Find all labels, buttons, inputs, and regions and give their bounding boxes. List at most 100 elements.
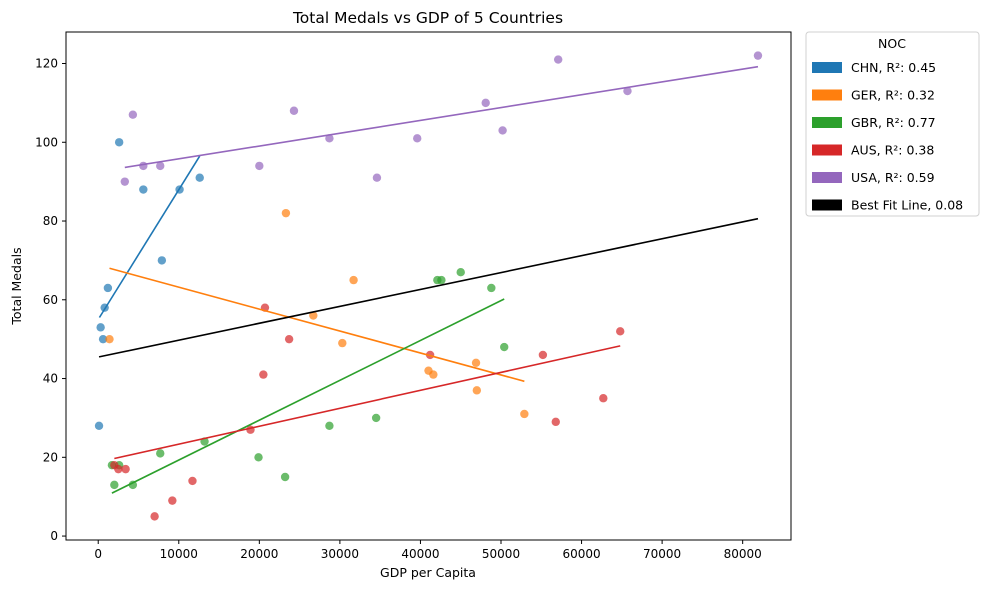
ger-point bbox=[349, 275, 358, 285]
chart-title: Total Medals vs GDP of 5 Countries bbox=[292, 9, 563, 27]
legend-swatch bbox=[812, 117, 842, 128]
legend-entry-label: USA, R²: 0.59 bbox=[851, 170, 935, 185]
y-tick-label: 20 bbox=[43, 450, 58, 464]
aus-point bbox=[284, 334, 294, 344]
gbr-point bbox=[437, 275, 446, 285]
aus-point bbox=[188, 476, 197, 486]
plot-frame bbox=[65, 31, 792, 541]
aus-point bbox=[599, 394, 608, 403]
usa-point bbox=[325, 134, 334, 143]
best-fit-line-fit-line bbox=[98, 217, 759, 358]
x-axis-label: GDP per Capita bbox=[380, 565, 476, 580]
aus-point bbox=[259, 370, 268, 379]
ger-point bbox=[281, 208, 291, 218]
usa-point bbox=[139, 161, 148, 171]
usa-point bbox=[481, 98, 490, 108]
ger-point bbox=[472, 386, 482, 395]
y-tick-label: 0 bbox=[50, 529, 58, 543]
chn-point bbox=[139, 185, 148, 194]
gbr-point bbox=[280, 472, 290, 482]
ger-point bbox=[429, 370, 438, 379]
y-tick-label: 120 bbox=[35, 57, 58, 71]
chn-point bbox=[195, 173, 204, 182]
y-axis: 0 20 40 60 80 100 120 bbox=[35, 57, 66, 543]
chn-point bbox=[114, 138, 124, 147]
legend-entry-label: GER, R²: 0.32 bbox=[851, 88, 935, 103]
gbr-point bbox=[156, 449, 165, 458]
aus-point bbox=[121, 464, 130, 474]
ger-point bbox=[338, 338, 347, 348]
x-tick-label: 20000 bbox=[240, 547, 278, 561]
x-tick-label: 40000 bbox=[401, 547, 439, 561]
y-tick-label: 100 bbox=[35, 135, 58, 149]
gbr-point bbox=[371, 413, 381, 423]
aus-fit-line bbox=[114, 345, 621, 460]
usa-point bbox=[553, 55, 563, 64]
x-tick-label: 30000 bbox=[321, 547, 359, 561]
ger-point bbox=[309, 311, 318, 320]
aus-point bbox=[114, 464, 123, 474]
legend-title: NOC bbox=[878, 36, 906, 51]
aus-point bbox=[616, 327, 625, 336]
gbr-point bbox=[254, 453, 263, 462]
usa-point bbox=[413, 134, 422, 143]
x-tick-label: 10000 bbox=[160, 547, 198, 561]
x-tick-label: 50000 bbox=[482, 547, 520, 561]
chn-fit-line bbox=[98, 155, 201, 318]
legend-swatch bbox=[812, 199, 842, 211]
legend-entry-label: AUS, R²: 0.38 bbox=[851, 143, 934, 158]
chn-point bbox=[103, 283, 113, 293]
chn-point bbox=[98, 334, 108, 344]
plot-area bbox=[65, 31, 792, 541]
usa-point bbox=[128, 110, 138, 119]
y-tick-label: 60 bbox=[43, 293, 58, 307]
x-tick-label: 80000 bbox=[724, 547, 762, 561]
usa-point bbox=[120, 177, 130, 186]
scatter-points bbox=[94, 51, 763, 521]
legend-swatch bbox=[812, 62, 842, 73]
ger-point bbox=[471, 358, 481, 367]
x-tick-label: 0 bbox=[94, 547, 102, 561]
legend-box bbox=[805, 31, 980, 217]
usa-point bbox=[623, 86, 632, 96]
aus-point bbox=[150, 512, 159, 521]
ger-point bbox=[520, 409, 529, 419]
usa-point bbox=[498, 126, 507, 135]
ger-point bbox=[105, 334, 114, 344]
x-axis: 0 10000 20000 30000 40000 50000 60000 70000 8000… bbox=[94, 540, 762, 561]
y-tick-label: 80 bbox=[43, 214, 58, 228]
legend-entry-label: GBR, R²: 0.77 bbox=[851, 115, 936, 130]
usa-fit-line bbox=[124, 65, 759, 169]
legend-swatch bbox=[812, 172, 842, 183]
legend-entry-label: Best Fit Line, 0.08 bbox=[851, 198, 963, 213]
fit-lines bbox=[98, 65, 759, 494]
chn-point bbox=[94, 421, 104, 430]
aus-point bbox=[168, 496, 177, 505]
ger-fit-line bbox=[109, 267, 525, 383]
legend-swatch bbox=[812, 144, 842, 156]
usa-point bbox=[753, 51, 763, 60]
legend-entry-label: CHN, R²: 0.45 bbox=[851, 60, 936, 75]
usa-point bbox=[156, 161, 165, 171]
y-tick-label: 40 bbox=[43, 372, 58, 386]
legend-entries: CHN, R²: 0.45 GER, R²: 0.32 GBR, R²: 0.77 A… bbox=[812, 60, 963, 213]
aus-point bbox=[551, 417, 560, 427]
gbr-point bbox=[456, 268, 465, 277]
chn-point bbox=[96, 323, 105, 332]
aus-point bbox=[538, 350, 548, 360]
x-tick-label: 70000 bbox=[643, 547, 681, 561]
chn-point bbox=[157, 256, 167, 265]
gbr-point bbox=[487, 283, 496, 293]
gbr-point bbox=[325, 421, 334, 430]
gbr-point bbox=[500, 342, 509, 352]
usa-point bbox=[289, 106, 299, 115]
usa-point bbox=[255, 161, 264, 171]
gbr-point bbox=[128, 480, 138, 490]
legend-swatch bbox=[812, 89, 842, 101]
gbr-fit-line bbox=[111, 298, 505, 494]
gbr-point bbox=[110, 480, 119, 490]
y-axis-label: Total Medals bbox=[9, 247, 24, 325]
x-tick-label: 60000 bbox=[562, 547, 600, 561]
legend: NOC CHN, R²: 0.45 GER, R²: 0.32 GBR, R²: 0… bbox=[805, 31, 980, 217]
